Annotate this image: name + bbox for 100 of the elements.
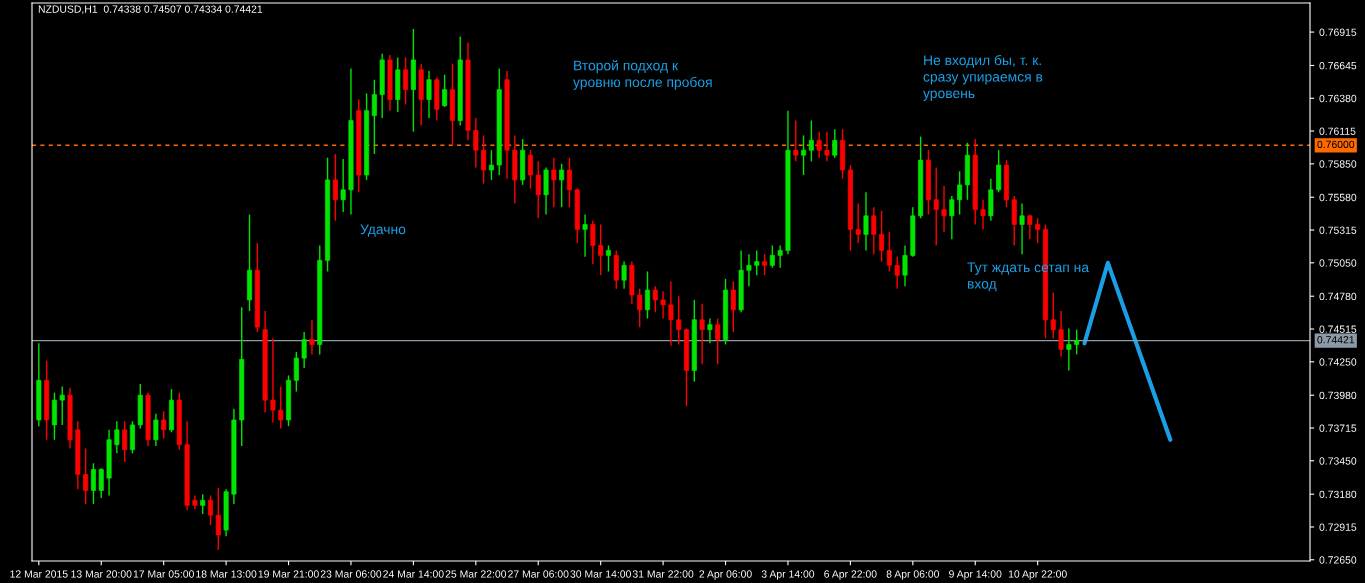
candlestick <box>808 119 814 163</box>
x-tick-label: 19 Mar 21:00 <box>258 570 319 578</box>
candlestick <box>278 385 284 430</box>
candlestick <box>403 56 409 106</box>
candlestick <box>1066 327 1072 372</box>
x-tick-label: 12 Mar 2015 <box>10 570 68 578</box>
candlestick <box>426 70 432 119</box>
candlestick <box>598 223 604 276</box>
x-tick-label: 30 Mar 14:00 <box>570 570 631 578</box>
candlestick <box>941 185 947 233</box>
candlestick <box>730 280 736 333</box>
x-tick-label: 31 Mar 22:00 <box>632 570 694 578</box>
candlestick <box>90 462 96 505</box>
candlestick <box>200 493 206 515</box>
candlestick <box>949 195 955 241</box>
ref-line-label: 0.76000 <box>1317 140 1355 149</box>
candlestick <box>473 117 479 169</box>
candlestick <box>699 302 705 365</box>
candlestick <box>488 149 494 181</box>
y-tick-label: 0.76380 <box>1319 94 1357 103</box>
candlestick <box>824 130 830 163</box>
candlestick <box>535 160 541 219</box>
x-tick-label: 2 Apr 06:00 <box>699 570 752 580</box>
candlestick <box>621 260 627 290</box>
x-tick-label: 10 Apr 22:00 <box>1008 570 1067 580</box>
candlestick <box>153 413 159 447</box>
candlestick <box>270 337 276 424</box>
y-tick-label: 0.72650 <box>1319 556 1357 564</box>
candlestick <box>879 210 885 263</box>
y-tick-label: 0.74250 <box>1319 358 1357 366</box>
candlestick <box>863 191 869 252</box>
candlestick <box>371 79 377 155</box>
candlestick <box>309 319 315 356</box>
candlestick <box>660 290 666 320</box>
candlestick <box>559 163 565 208</box>
x-tick-label: 3 Apr 14:00 <box>761 570 815 580</box>
candlestick <box>777 244 783 269</box>
candlestick <box>83 447 89 505</box>
x-tick-label: 13 Mar 20:00 <box>71 570 132 578</box>
candlestick <box>582 213 588 258</box>
y-tick-label: 0.74515 <box>1319 325 1357 333</box>
y-tick-label: 0.73715 <box>1319 424 1357 432</box>
candlestick <box>637 288 643 328</box>
candlestick <box>801 134 807 176</box>
candlestick <box>707 317 713 344</box>
candlestick <box>293 351 299 393</box>
candlestick <box>652 285 658 314</box>
candlestick <box>816 130 822 159</box>
annotation: Не входил бы, т. к. сразу упираемся в уровень <box>923 54 1043 101</box>
y-tick-label: 0.73180 <box>1319 490 1357 499</box>
candlestick <box>762 253 768 276</box>
ref-line-label: 0.74421 <box>1317 336 1355 344</box>
y-tick-label: 0.73450 <box>1319 457 1357 465</box>
candlestick <box>122 420 128 463</box>
candlestick <box>1058 310 1064 358</box>
candlestick <box>980 199 986 231</box>
y-tick-label: 0.73980 <box>1319 391 1357 400</box>
y-tick-label: 0.76115 <box>1319 127 1356 135</box>
candlestick <box>1019 202 1025 255</box>
candlestick <box>668 280 674 347</box>
chart-title: NZDUSD,H1 0.74338 0.74507 0.74334 0.74421 <box>38 5 263 15</box>
x-tick-label: 23 Mar 06:00 <box>320 570 382 578</box>
candlestick <box>208 494 213 526</box>
candlestick <box>161 410 167 440</box>
candlestick <box>551 156 557 208</box>
candlestick <box>871 206 877 255</box>
candlestick <box>590 220 596 265</box>
y-tick-label: 0.72915 <box>1319 523 1357 531</box>
y-tick-label: 0.76915 <box>1319 28 1357 36</box>
candlestick <box>645 270 650 320</box>
x-tick-label: 17 Mar 05:00 <box>133 570 194 578</box>
candlestick <box>332 153 338 222</box>
x-tick-label: 8 Apr 06:00 <box>886 570 940 580</box>
candlestick <box>933 166 939 247</box>
candlestick <box>1074 328 1080 356</box>
candlestick <box>902 244 908 288</box>
candlestick <box>98 467 104 499</box>
candlestick <box>855 202 861 244</box>
candlestick <box>566 156 572 208</box>
candlestick <box>957 170 963 216</box>
candlestick <box>832 128 838 159</box>
candlestick <box>215 487 221 551</box>
y-tick-label: 0.75050 <box>1319 259 1357 267</box>
y-tick-label: 0.76645 <box>1319 61 1357 70</box>
x-tick-label: 18 Mar 13:00 <box>196 570 257 578</box>
candlestick <box>793 119 799 163</box>
candlestick <box>894 255 900 290</box>
candlestick <box>715 317 721 365</box>
candlestick <box>301 331 307 369</box>
x-tick-label: 24 Mar 14:00 <box>383 570 444 578</box>
candlestick <box>1050 291 1056 339</box>
candlestick <box>605 244 611 273</box>
candlestick <box>527 149 533 190</box>
candlestick <box>746 253 752 288</box>
candlestick <box>340 158 346 213</box>
candlestick <box>481 134 487 185</box>
annotation: Удачно <box>360 224 406 237</box>
candlestick <box>114 420 120 455</box>
candlestick <box>769 244 775 269</box>
y-tick-label: 0.75580 <box>1319 193 1357 202</box>
